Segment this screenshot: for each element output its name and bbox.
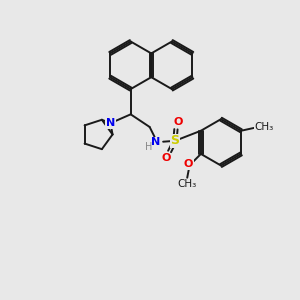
Text: N: N bbox=[106, 118, 115, 128]
Text: O: O bbox=[173, 117, 183, 127]
Text: H: H bbox=[145, 142, 152, 152]
Text: S: S bbox=[170, 134, 179, 147]
Text: O: O bbox=[161, 153, 171, 163]
Text: O: O bbox=[184, 159, 193, 169]
Text: CH₃: CH₃ bbox=[254, 122, 274, 132]
Text: N: N bbox=[151, 137, 160, 147]
Text: CH₃: CH₃ bbox=[178, 179, 197, 189]
